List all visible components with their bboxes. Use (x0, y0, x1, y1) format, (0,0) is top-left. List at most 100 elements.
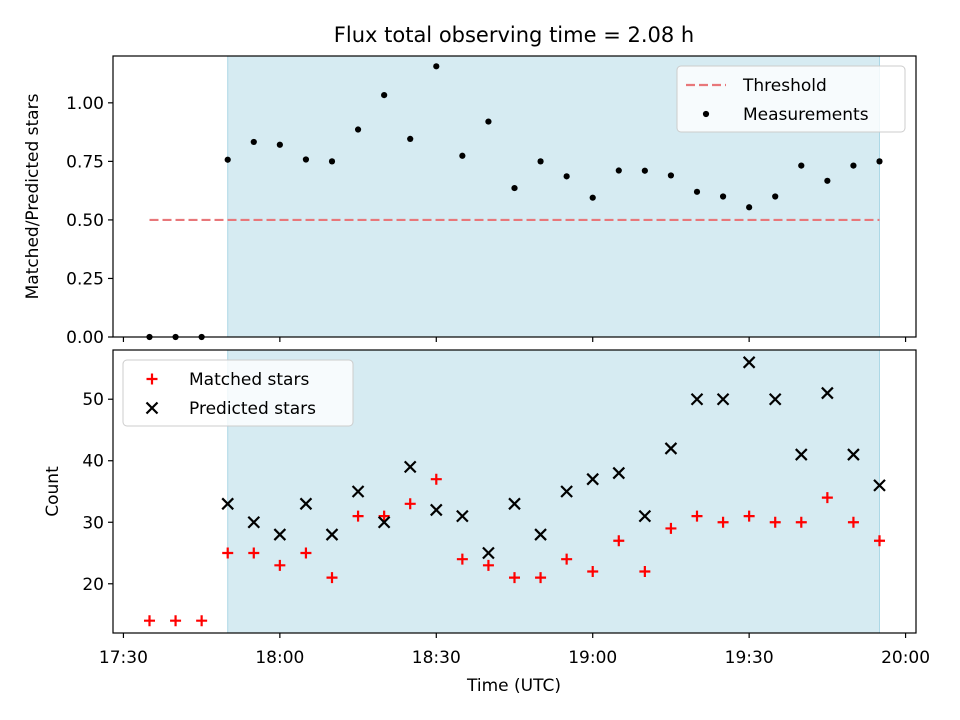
measurement-point (224, 156, 231, 163)
measurement-point (772, 193, 779, 200)
predicted-star-point (873, 479, 886, 492)
legend-box (122, 359, 354, 427)
predicted-star-point (403, 460, 417, 474)
y-tick-label: 30 (82, 513, 104, 533)
matched-star-point (874, 535, 885, 547)
legend-label: Matched stars (189, 370, 309, 390)
count-panel: 20 30 40 50 Count 17:30 18:00 18:30 19:00 19:30 20… (43, 349, 930, 668)
predicted-star-point (638, 509, 652, 523)
measurement-point (485, 118, 492, 125)
matched-star-point (509, 572, 520, 584)
predicted-star-point (664, 442, 678, 455)
matched-star-point (352, 510, 364, 522)
matched-star-point (769, 516, 781, 528)
predicted-star-point (247, 515, 261, 529)
predicted-star-point (716, 392, 730, 406)
measurement-point (459, 152, 466, 159)
y-axis-label: Matched/Predicted stars (23, 93, 43, 299)
matched-star-point (274, 559, 286, 571)
measurement-point (407, 135, 414, 142)
measurement-point (511, 184, 518, 192)
matched-star-point (613, 535, 625, 547)
legend-box (676, 65, 906, 133)
legend-label: Threshold (742, 76, 827, 96)
series-predicted-stars (221, 356, 886, 560)
measurement-point (302, 156, 310, 163)
matched-star-point (795, 516, 807, 528)
predicted-star-point (742, 356, 756, 369)
matched-star-point (691, 510, 703, 522)
x-tick-label: 19:00 (568, 648, 617, 668)
measurement-point (641, 167, 648, 174)
y-tick-label: 40 (82, 452, 104, 472)
x-tick-label: 20:00 (881, 648, 930, 668)
measurement-point (276, 141, 283, 148)
x-tick-label: 18:00 (255, 648, 304, 668)
measurement-point (381, 92, 388, 99)
predicted-star-point (560, 485, 573, 498)
measurement-point (719, 193, 727, 200)
predicted-star-point (847, 448, 860, 461)
plot-frame (112, 349, 917, 634)
measurement-point (328, 158, 336, 165)
matched-star-point (847, 516, 859, 528)
predicted-star-point (273, 528, 287, 541)
matched-star-point (821, 492, 833, 504)
measurement-point (433, 63, 440, 70)
measurement-point (746, 204, 753, 211)
matched-star-point (144, 615, 155, 627)
measurement-point (615, 167, 622, 174)
chart-title: Flux total observing time = 2.08 h (334, 23, 694, 47)
predicted-star-point (768, 392, 782, 406)
matched-star-point (665, 522, 677, 534)
predicted-star-point (795, 448, 808, 461)
y-tick-label: 0.25 (66, 269, 104, 289)
measurement-point (850, 162, 857, 169)
legend-label: Predicted stars (189, 399, 316, 419)
x-tick-label: 19:30 (725, 648, 774, 668)
x-axis-label: Time (UTC) (466, 676, 561, 696)
matched-star-point (196, 615, 208, 627)
y-tick-label: 1.00 (66, 94, 104, 114)
legend: Threshold Measurements (676, 65, 906, 133)
y-tick-label: 20 (82, 575, 104, 595)
matched-star-point (535, 572, 547, 584)
matched-star-point (378, 510, 390, 522)
ratio-panel: 0.00 0.25 0.50 0.75 1.00 Matched/Predicted st… (23, 55, 917, 348)
y-tick-label: 0.00 (66, 328, 104, 348)
predicted-star-point (690, 392, 704, 406)
series-matched-stars (144, 473, 885, 627)
measurement-point (563, 173, 570, 180)
matched-star-point (404, 498, 416, 510)
plot-frame (112, 55, 917, 338)
matched-star-point (170, 615, 182, 627)
measurement-point (250, 138, 257, 146)
measurement-point (589, 194, 596, 201)
predicted-star-point (612, 466, 626, 480)
x-tick-label: 18:30 (412, 648, 461, 668)
legend: Matched stars Predicted stars (122, 359, 354, 427)
y-tick-label: 0.50 (66, 211, 104, 231)
matched-star-point (743, 510, 755, 522)
measurement-point (824, 177, 831, 184)
y-tick-label: 0.75 (66, 152, 104, 172)
predicted-star-point (534, 528, 547, 541)
predicted-star-point (482, 546, 495, 560)
measurement-point (354, 126, 362, 133)
matched-star-point (639, 565, 651, 577)
matched-star-point (482, 559, 494, 571)
x-tick-label: 17:30 (99, 648, 148, 668)
y-tick-label: 50 (82, 390, 104, 410)
predicted-star-point (430, 503, 443, 517)
predicted-star-point (377, 515, 391, 529)
matched-star-point (561, 553, 573, 565)
predicted-star-point (508, 497, 521, 511)
measurement-point (537, 158, 544, 165)
matched-star-point (326, 572, 338, 584)
predicted-star-point (221, 497, 234, 511)
legend-measurement-swatch (702, 110, 710, 118)
measurement-point (693, 188, 701, 195)
matched-star-point (300, 547, 312, 559)
measurement-point (876, 158, 883, 165)
